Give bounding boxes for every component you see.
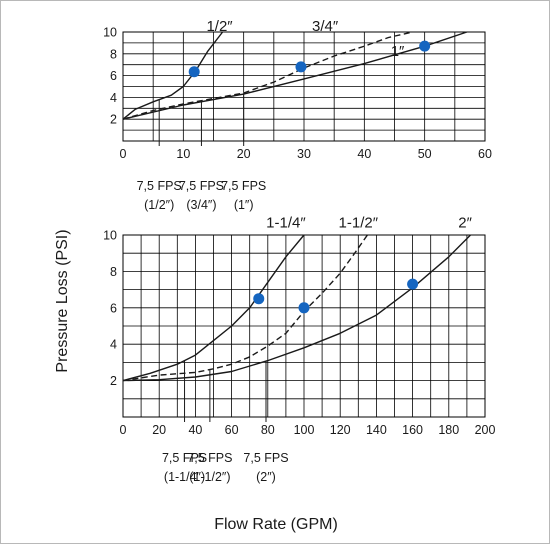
data-point-marker <box>188 66 200 78</box>
velocity-label-size: (1-1/2″) <box>189 470 230 484</box>
velocity-label: 7,5 FPS <box>162 451 207 465</box>
y-axis-label: Pressure Loss (PSI) <box>54 229 71 372</box>
x-tick-label: 100 <box>294 423 315 437</box>
series-label: 1/2″ <box>206 18 233 35</box>
chart-top: 0 10 20 30 40 50 60 2 4 6 8 10 1/2″ 3/4″ 1″ 7,5 FPS (1/2… <box>103 18 492 212</box>
data-point-marker <box>419 40 431 52</box>
x-tick-label: 0 <box>120 423 127 437</box>
x-tick-label: 20 <box>237 147 251 161</box>
velocity-label: 7,5 FPS <box>137 179 182 193</box>
velocity-label: 7,5 FPS <box>187 451 232 465</box>
series-curve-3 <box>123 234 471 382</box>
x-tick-label: 60 <box>225 423 239 437</box>
x-tick-label: 160 <box>402 423 423 437</box>
data-point-marker <box>407 278 419 290</box>
x-tick-label: 50 <box>418 147 432 161</box>
y-tick-label: 6 <box>110 301 117 315</box>
data-point-marker <box>298 302 310 314</box>
x-tick-label: 40 <box>357 147 371 161</box>
y-tick-label: 8 <box>110 265 117 279</box>
series-curve-1 <box>123 234 305 382</box>
x-tick-label: 140 <box>366 423 387 437</box>
x-tick-label: 180 <box>438 423 459 437</box>
velocity-label-size: (3/4″) <box>186 198 216 212</box>
series-label: 1-1/2″ <box>339 215 379 232</box>
y-tick-label: 10 <box>103 26 117 40</box>
x-tick-label: 20 <box>152 423 166 437</box>
x-tick-label: 200 <box>475 423 496 437</box>
series-curve-1 <box>123 31 224 120</box>
x-axis-label: Flow Rate (GPM) <box>214 516 338 533</box>
chart-bottom: 0 20 40 60 80 100 120 140 160 180 200 2 4 6 8 10 1-1/4″ 1… <box>103 215 495 484</box>
y-tick-label: 4 <box>110 338 117 352</box>
y-tick-label: 2 <box>110 113 117 127</box>
series-label: 2″ <box>458 215 472 232</box>
y-tick-label: 10 <box>103 229 117 243</box>
series-label: 3/4″ <box>312 18 339 35</box>
velocity-label-size: (1″) <box>234 198 254 212</box>
x-tick-label: 10 <box>176 147 190 161</box>
data-point-marker <box>253 293 265 305</box>
series-label: 1-1/4″ <box>266 215 306 232</box>
velocity-label: 7,5 FPS <box>243 451 288 465</box>
x-tick-label: 40 <box>188 423 202 437</box>
y-tick-label: 8 <box>110 47 117 61</box>
velocity-label-size: (1-1/4″) <box>164 470 205 484</box>
series-curve-2 <box>123 31 413 120</box>
velocity-label: 7,5 FPS <box>221 179 266 193</box>
velocity-label-size: (2″) <box>256 470 276 484</box>
series-label: 1″ <box>391 43 405 60</box>
x-tick-label: 0 <box>120 147 127 161</box>
y-tick-label: 6 <box>110 69 117 83</box>
velocity-label: 7,5 FPS <box>179 179 224 193</box>
y-tick-label: 4 <box>110 91 117 105</box>
x-tick-label: 30 <box>297 147 311 161</box>
plot-frame <box>122 31 486 142</box>
x-tick-label: 60 <box>478 147 492 161</box>
x-tick-label: 120 <box>330 423 351 437</box>
velocity-label-size: (1/2″) <box>144 198 174 212</box>
y-tick-label: 2 <box>110 374 117 388</box>
x-tick-label: 80 <box>261 423 275 437</box>
data-point-marker <box>295 61 307 73</box>
